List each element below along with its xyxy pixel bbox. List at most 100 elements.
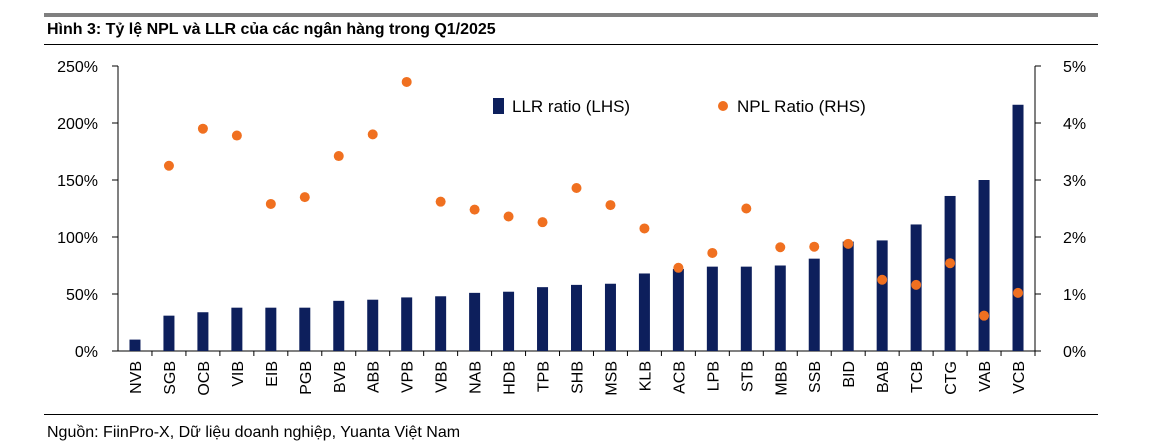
npl-point — [809, 241, 820, 252]
left-tick-label: 250% — [57, 59, 98, 76]
npl-point — [1013, 287, 1024, 298]
source-note: Nguồn: FiinPro-X, Dữ liệu doanh nghiệp, … — [47, 424, 461, 441]
llr-bar — [231, 307, 243, 351]
x-tick-label: VAB — [977, 361, 994, 392]
x-tick-label: SGB — [162, 361, 179, 395]
llr-bar — [808, 258, 820, 351]
left-tick-label: 200% — [57, 116, 98, 133]
x-tick-label: STB — [739, 361, 756, 392]
npl-point — [775, 242, 786, 253]
npl-point — [503, 211, 514, 222]
llr-bar — [469, 292, 481, 351]
npl-point — [945, 258, 956, 269]
right-tick-label: 4% — [1063, 116, 1086, 133]
llr-bar — [944, 195, 956, 351]
left-tick-label: 50% — [66, 287, 98, 304]
npl-point — [911, 279, 922, 290]
llr-bar — [876, 240, 888, 351]
x-tick-label: BID — [841, 361, 858, 388]
right-tick-label: 2% — [1063, 230, 1086, 247]
legend-label-npl: NPL Ratio (RHS) — [737, 97, 866, 116]
llr-bar — [706, 266, 718, 351]
llr-bar — [299, 307, 311, 351]
npl-point — [605, 200, 616, 211]
npl-point — [265, 198, 276, 209]
right-tick-label: 3% — [1063, 173, 1086, 190]
npl-point — [367, 129, 378, 140]
x-tick-label: VCB — [1011, 361, 1028, 394]
npl-point — [673, 262, 684, 273]
figure-title: Hình 3: Tỷ lệ NPL và LLR của các ngân hà… — [47, 21, 496, 38]
llr-bar — [740, 266, 752, 351]
x-tick-label: ACB — [671, 361, 688, 394]
npl-point — [401, 76, 412, 87]
x-tick-label: SHB — [570, 361, 587, 394]
npl-point — [741, 203, 752, 214]
npl-point — [469, 204, 480, 215]
right-tick-label: 0% — [1063, 344, 1086, 361]
npl-point — [707, 247, 718, 258]
npl-point — [877, 274, 888, 285]
llr-bar — [672, 268, 684, 351]
x-tick-label: PGB — [298, 361, 315, 395]
x-tick-label: MBB — [773, 361, 790, 396]
llr-bar — [503, 291, 515, 351]
x-tick-label: SSB — [807, 361, 824, 393]
title-rule — [44, 44, 1098, 45]
x-tick-label: NVB — [128, 361, 145, 394]
x-tick-label: TPB — [536, 361, 553, 392]
npl-point — [435, 196, 446, 207]
llr-bar — [604, 283, 616, 351]
npl-point — [231, 130, 242, 141]
x-tick-label: LPB — [705, 361, 722, 391]
legend-swatch-npl — [718, 101, 728, 111]
left-tick-label: 100% — [57, 230, 98, 247]
npl-point — [639, 223, 650, 234]
left-tick-label: 150% — [57, 173, 98, 190]
npl-point — [197, 123, 208, 134]
llr-bar — [571, 284, 582, 351]
llr-bar — [197, 312, 209, 351]
x-tick-label: EIB — [264, 361, 281, 387]
x-tick-label: CTG — [943, 361, 960, 395]
llr-bar — [1012, 104, 1024, 351]
left-tick-label: 0% — [75, 344, 98, 361]
llr-bar — [774, 265, 786, 351]
right-tick-label: 1% — [1063, 287, 1086, 304]
llr-bar — [537, 287, 549, 351]
llr-bar — [435, 296, 447, 351]
x-tick-label: VBB — [434, 361, 451, 393]
x-tick-label: MSB — [603, 361, 620, 396]
x-tick-label: HDB — [502, 361, 519, 395]
llr-bar — [978, 180, 990, 351]
llr-bar — [842, 241, 854, 351]
x-tick-label: BVB — [332, 361, 349, 393]
npl-point — [843, 238, 854, 249]
bottom-rule — [44, 414, 1098, 415]
llr-bar — [367, 299, 379, 351]
x-tick-label: ABB — [366, 361, 383, 393]
llr-bar — [333, 300, 345, 351]
x-tick-label: OCB — [196, 361, 213, 396]
npl-point — [979, 310, 990, 321]
npl-point — [299, 192, 310, 203]
x-tick-label: NAB — [468, 361, 485, 394]
legend-swatch-llr — [493, 98, 504, 114]
llr-bar — [638, 273, 650, 351]
llr-bar — [163, 315, 175, 351]
x-tick-label: VIB — [230, 361, 247, 387]
right-tick-label: 5% — [1063, 59, 1086, 76]
llr-bar — [401, 297, 413, 351]
npl-point — [333, 151, 344, 162]
legend-label-llr: LLR ratio (LHS) — [512, 97, 630, 116]
x-tick-label: TCB — [909, 361, 926, 393]
top-rule — [44, 13, 1098, 17]
npl-point — [571, 182, 582, 193]
x-tick-label: BAB — [875, 361, 892, 393]
x-tick-label: VPB — [400, 361, 417, 393]
npl-point — [537, 217, 548, 228]
llr-bar — [129, 339, 141, 351]
llr-bar — [265, 307, 277, 351]
npl-point — [163, 160, 174, 171]
